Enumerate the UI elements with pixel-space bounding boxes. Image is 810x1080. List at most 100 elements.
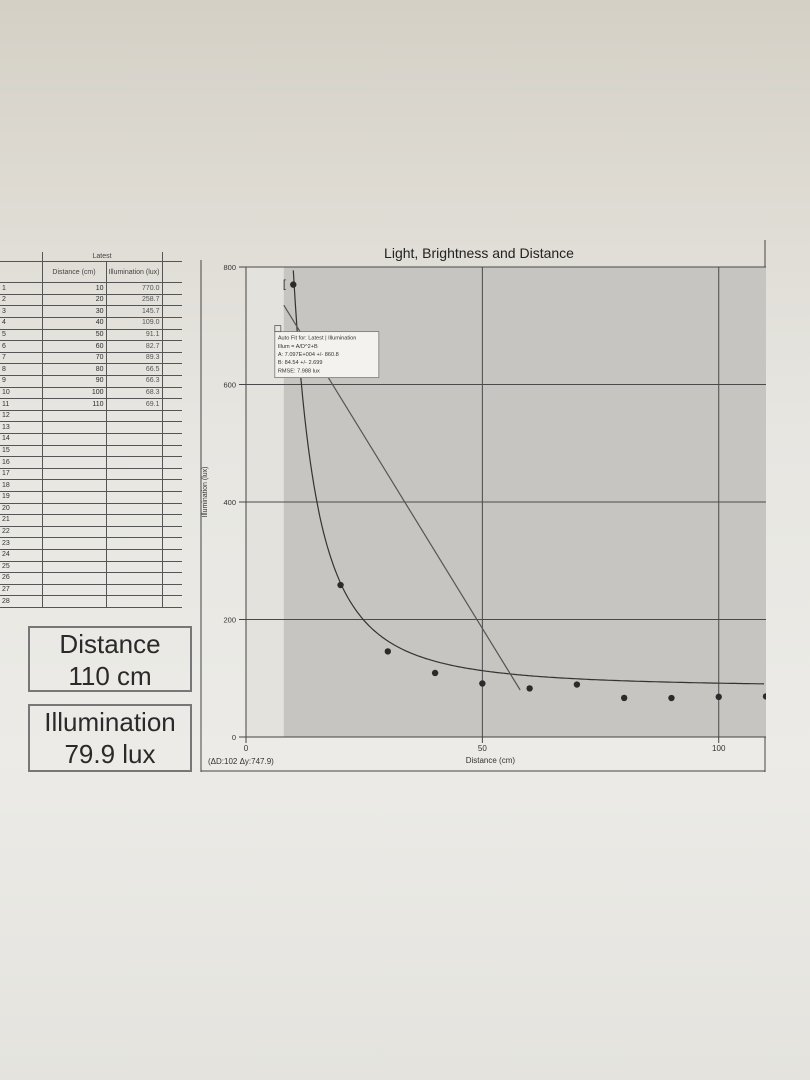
distance-cell[interactable] bbox=[41, 410, 106, 423]
distance-cell[interactable]: 30 bbox=[41, 305, 106, 319]
illumination-cell[interactable] bbox=[105, 595, 163, 608]
selection-bracket-icon[interactable]: [ bbox=[283, 279, 286, 291]
auto-fit-box[interactable]: Auto Fit for: Latest | Illumination Illum… bbox=[274, 325, 380, 379]
distance-cell[interactable]: 110 bbox=[41, 398, 106, 411]
table-row[interactable]: 27 bbox=[0, 584, 183, 597]
illumination-cell[interactable] bbox=[105, 445, 163, 458]
table-row[interactable]: 28 bbox=[0, 595, 183, 608]
illumination-cell[interactable] bbox=[105, 526, 163, 539]
distance-cell[interactable] bbox=[41, 537, 106, 550]
fit-box-line: B: 84.54 +/- 2.699 bbox=[278, 360, 323, 366]
fit-box-close-icon[interactable] bbox=[274, 325, 282, 333]
table-row[interactable]: 22 bbox=[0, 526, 183, 539]
table-row[interactable]: 15 bbox=[0, 445, 183, 458]
illumination-cell[interactable] bbox=[105, 514, 163, 527]
table-row[interactable]: 13 bbox=[0, 421, 183, 434]
illumination-cell[interactable] bbox=[105, 421, 163, 434]
distance-cell[interactable] bbox=[41, 479, 106, 492]
illumination-cell[interactable] bbox=[105, 584, 163, 597]
table-row[interactable]: 4 40 109.0 bbox=[0, 317, 183, 330]
distance-cell[interactable]: 40 bbox=[41, 317, 106, 330]
table-row[interactable]: 20 bbox=[0, 503, 183, 516]
y-tick-label: 600 bbox=[223, 381, 236, 390]
distance-cell[interactable]: 70 bbox=[41, 352, 106, 365]
distance-cell[interactable] bbox=[41, 456, 106, 469]
column-header-illumination[interactable]: Illumination (lux) bbox=[105, 261, 163, 284]
distance-cell[interactable] bbox=[41, 584, 106, 597]
illumination-cell[interactable]: 89.3 bbox=[105, 352, 163, 365]
distance-cell[interactable]: 50 bbox=[41, 329, 106, 342]
distance-meter[interactable]: Distance 110 cm bbox=[28, 626, 192, 692]
illumination-cell[interactable]: 68.3 bbox=[105, 387, 163, 400]
distance-cell[interactable] bbox=[41, 595, 106, 608]
illumination-cell[interactable]: 66.5 bbox=[105, 363, 163, 377]
illumination-cell[interactable] bbox=[105, 503, 163, 516]
distance-cell[interactable] bbox=[41, 514, 106, 527]
table-row[interactable]: 14 bbox=[0, 433, 183, 446]
distance-cell[interactable] bbox=[41, 445, 106, 458]
illumination-cell[interactable]: 82.7 bbox=[105, 340, 163, 353]
column-header-distance[interactable]: Distance (cm) bbox=[41, 261, 107, 284]
illumination-cell[interactable] bbox=[105, 537, 163, 550]
table-row[interactable]: 2 20 258.7 bbox=[0, 294, 183, 307]
data-point bbox=[337, 581, 344, 589]
fit-box-line: Auto Fit for: Latest | Illumination bbox=[278, 336, 357, 342]
graph-panel[interactable]: Light, Brightness and Distance 0 200 400 60… bbox=[200, 240, 766, 772]
table-row[interactable]: 25 bbox=[0, 561, 183, 574]
table-row[interactable]: 7 70 89.3 bbox=[0, 352, 183, 365]
distance-cell[interactable] bbox=[41, 561, 106, 574]
row-number: 7 bbox=[0, 352, 42, 365]
illumination-cell[interactable] bbox=[105, 433, 163, 446]
graph-svg[interactable]: Light, Brightness and Distance 0 200 400 60… bbox=[200, 240, 766, 772]
table-row[interactable]: 16 bbox=[0, 456, 183, 469]
illumination-cell[interactable] bbox=[105, 468, 163, 481]
distance-cell[interactable]: 90 bbox=[41, 375, 106, 388]
distance-cell[interactable] bbox=[41, 572, 106, 585]
table-row[interactable]: 23 bbox=[0, 537, 183, 550]
table-row[interactable]: 26 bbox=[0, 572, 183, 585]
illumination-cell[interactable] bbox=[105, 456, 163, 469]
illumination-cell[interactable]: 91.1 bbox=[105, 329, 163, 342]
illumination-cell[interactable] bbox=[105, 549, 163, 562]
distance-cell[interactable] bbox=[41, 421, 106, 434]
row-number: 5 bbox=[0, 329, 42, 342]
table-row[interactable]: 8 80 66.5 bbox=[0, 363, 183, 377]
row-number: 8 bbox=[0, 363, 42, 377]
illumination-cell[interactable]: 770.0 bbox=[105, 282, 163, 295]
table-row[interactable]: 5 50 91.1 bbox=[0, 329, 183, 342]
table-row[interactable]: 1 10 770.0 bbox=[0, 282, 183, 295]
table-row[interactable]: 3 30 145.7 bbox=[0, 305, 183, 319]
table-row[interactable]: 10 100 68.3 bbox=[0, 387, 183, 400]
distance-cell[interactable] bbox=[41, 503, 106, 516]
distance-cell[interactable]: 100 bbox=[41, 387, 106, 400]
distance-cell[interactable]: 10 bbox=[41, 282, 106, 295]
illumination-cell[interactable] bbox=[105, 572, 163, 585]
illumination-cell[interactable]: 145.7 bbox=[105, 305, 163, 319]
distance-cell[interactable]: 80 bbox=[41, 363, 106, 377]
table-row[interactable]: 12 bbox=[0, 410, 183, 423]
illumination-cell[interactable]: 69.1 bbox=[105, 398, 163, 411]
table-row[interactable]: 19 bbox=[0, 491, 183, 504]
distance-cell[interactable] bbox=[41, 549, 106, 562]
illumination-cell[interactable]: 258.7 bbox=[105, 294, 163, 307]
table-row[interactable]: 21 bbox=[0, 514, 183, 527]
illumination-cell[interactable]: 66.3 bbox=[105, 375, 163, 388]
illumination-cell[interactable] bbox=[105, 410, 163, 423]
illumination-cell[interactable] bbox=[105, 491, 163, 504]
distance-cell[interactable]: 60 bbox=[41, 340, 106, 353]
illumination-cell[interactable] bbox=[105, 479, 163, 492]
illumination-cell[interactable]: 109.0 bbox=[105, 317, 163, 330]
illumination-cell[interactable] bbox=[105, 561, 163, 574]
table-row[interactable]: 11 110 69.1 bbox=[0, 398, 183, 411]
distance-cell[interactable]: 20 bbox=[41, 294, 106, 307]
table-row[interactable]: 9 90 66.3 bbox=[0, 375, 183, 388]
distance-cell[interactable] bbox=[41, 491, 106, 504]
table-row[interactable]: 24 bbox=[0, 549, 183, 562]
distance-cell[interactable] bbox=[41, 526, 106, 539]
distance-cell[interactable] bbox=[41, 433, 106, 446]
table-row[interactable]: 6 60 82.7 bbox=[0, 340, 183, 353]
distance-cell[interactable] bbox=[41, 468, 106, 481]
table-row[interactable]: 18 bbox=[0, 479, 183, 492]
table-row[interactable]: 17 bbox=[0, 468, 183, 481]
illumination-meter[interactable]: Illumination 79.9 lux bbox=[28, 704, 192, 772]
